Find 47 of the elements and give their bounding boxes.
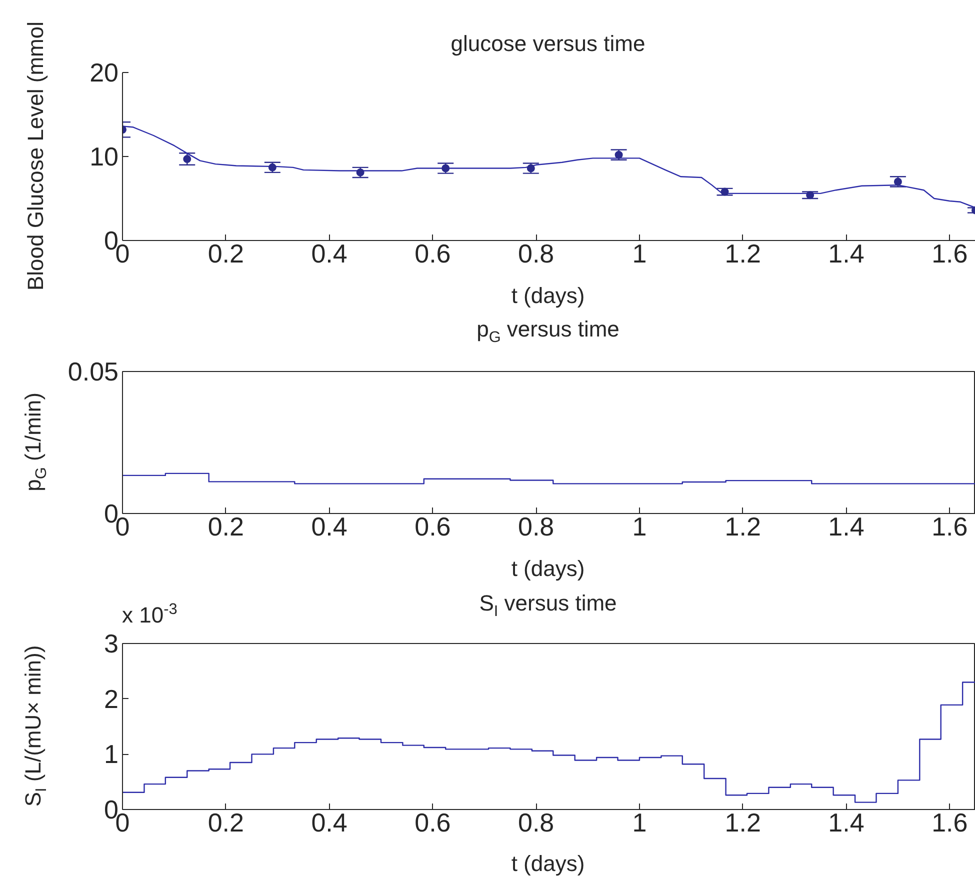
x-tick-label: 1.2 — [724, 808, 761, 838]
x-tick-label: 1.2 — [724, 238, 761, 268]
x-tick-label: 0.6 — [414, 512, 451, 542]
y-axis-title: Blood Glucose Level (mmol — [23, 21, 48, 291]
x-axis-title: t (days) — [511, 556, 585, 581]
x-tick-label: 0.4 — [311, 238, 348, 268]
y-tick-label: 1 — [104, 739, 119, 770]
x-tick-label: 0.2 — [208, 512, 244, 542]
point — [806, 191, 814, 200]
y-tick-label: 0.05 — [68, 356, 119, 386]
x-tick-label: 1 — [632, 808, 647, 838]
chart-title: glucose versus time — [450, 31, 646, 56]
y-tick-label: 2 — [104, 684, 119, 714]
x-tick-label: 1.4 — [828, 238, 864, 268]
x-tick-label: 0.4 — [311, 512, 348, 542]
x-tick-label: 0.6 — [414, 238, 451, 268]
x-tick-label: 1.4 — [828, 512, 864, 542]
point — [614, 150, 623, 159]
x-tick-label: 1.2 — [724, 512, 761, 542]
x-tick-label: 1 — [632, 512, 647, 542]
point — [720, 188, 729, 196]
point — [526, 164, 535, 172]
y-tick-label: 3 — [104, 628, 119, 658]
point — [442, 164, 450, 172]
x-axis-title: t (days) — [511, 283, 585, 308]
x-tick-label: 0.8 — [518, 238, 554, 268]
x-tick-label: 0.4 — [311, 808, 348, 838]
point — [183, 155, 192, 164]
y-tick-label: 20 — [90, 58, 118, 88]
x-tick-label: 0.2 — [208, 808, 244, 838]
x-tick-label: 1.6 — [932, 238, 968, 268]
text: x 10$^{-3}$ — [122, 600, 178, 627]
x-tick-label: 0.8 — [518, 512, 554, 542]
x-tick-label: 0.8 — [518, 808, 554, 838]
chart-title: S$_{I}$ versus time — [479, 590, 617, 620]
x-tick-label: 0.2 — [208, 238, 244, 268]
x-tick-label: 1.4 — [828, 808, 864, 838]
y-tick-label: 10 — [90, 142, 118, 172]
x-tick-label: 1 — [632, 238, 647, 268]
chart-title: p$_{G}$ versus time — [476, 316, 620, 346]
x-tick-label: 1.6 — [932, 808, 968, 838]
point — [894, 178, 902, 186]
x-axis-title: t (days) — [511, 851, 585, 876]
point — [268, 163, 276, 172]
x-tick-label: 0.6 — [414, 808, 451, 838]
x-tick-label: 1.6 — [932, 512, 968, 542]
point — [356, 168, 364, 176]
